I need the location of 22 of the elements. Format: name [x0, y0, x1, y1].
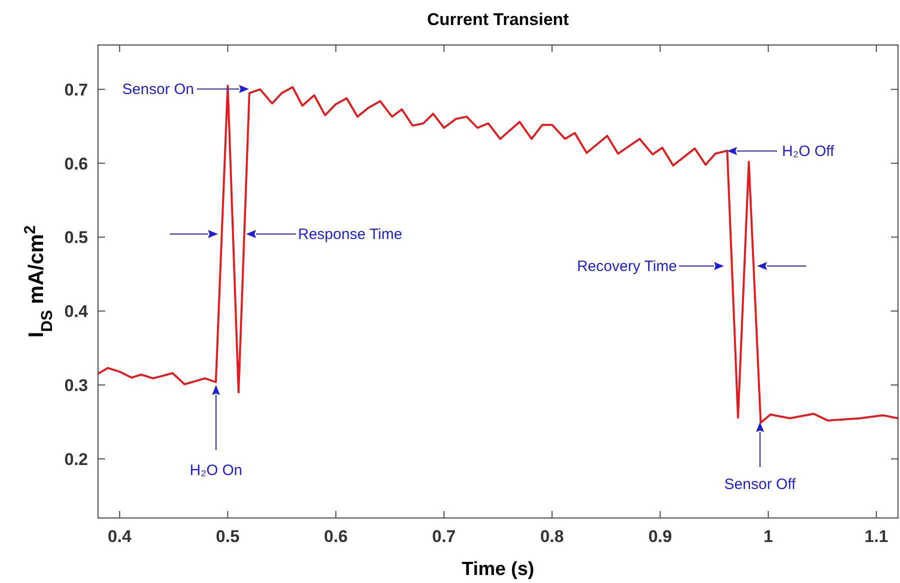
x-tick-label: 0.5 [216, 527, 240, 546]
chart-title: Current Transient [427, 10, 570, 29]
x-tick-label: 1.1 [864, 527, 888, 546]
annotation: Sensor On [122, 81, 194, 98]
x-tick-label: 1 [764, 527, 774, 546]
x-axis-title: Time (s) [462, 559, 534, 580]
x-tick-label: 0.6 [324, 527, 348, 546]
x-tick-label: 0.8 [540, 527, 564, 546]
y-tick-label: 0.6 [64, 154, 88, 174]
annotation: Response Time [298, 226, 402, 243]
x-tick-label: 0.9 [648, 527, 672, 546]
annotation: Sensor Off [724, 476, 797, 493]
y-tick-label: 0.4 [64, 302, 89, 322]
annotation: H₂O Off [782, 143, 836, 160]
x-tick-label: 0.4 [108, 527, 132, 546]
y-tick-label: 0.3 [64, 376, 88, 395]
y-tick-label: 0.7 [64, 80, 88, 100]
y-tick-label: 0.5 [64, 228, 88, 248]
x-tick-label: 0.7 [432, 527, 456, 546]
annotation: H₂O On [190, 462, 242, 479]
y-tick-label: 0.2 [64, 450, 88, 469]
annotation: Recovery Time [576, 258, 677, 275]
